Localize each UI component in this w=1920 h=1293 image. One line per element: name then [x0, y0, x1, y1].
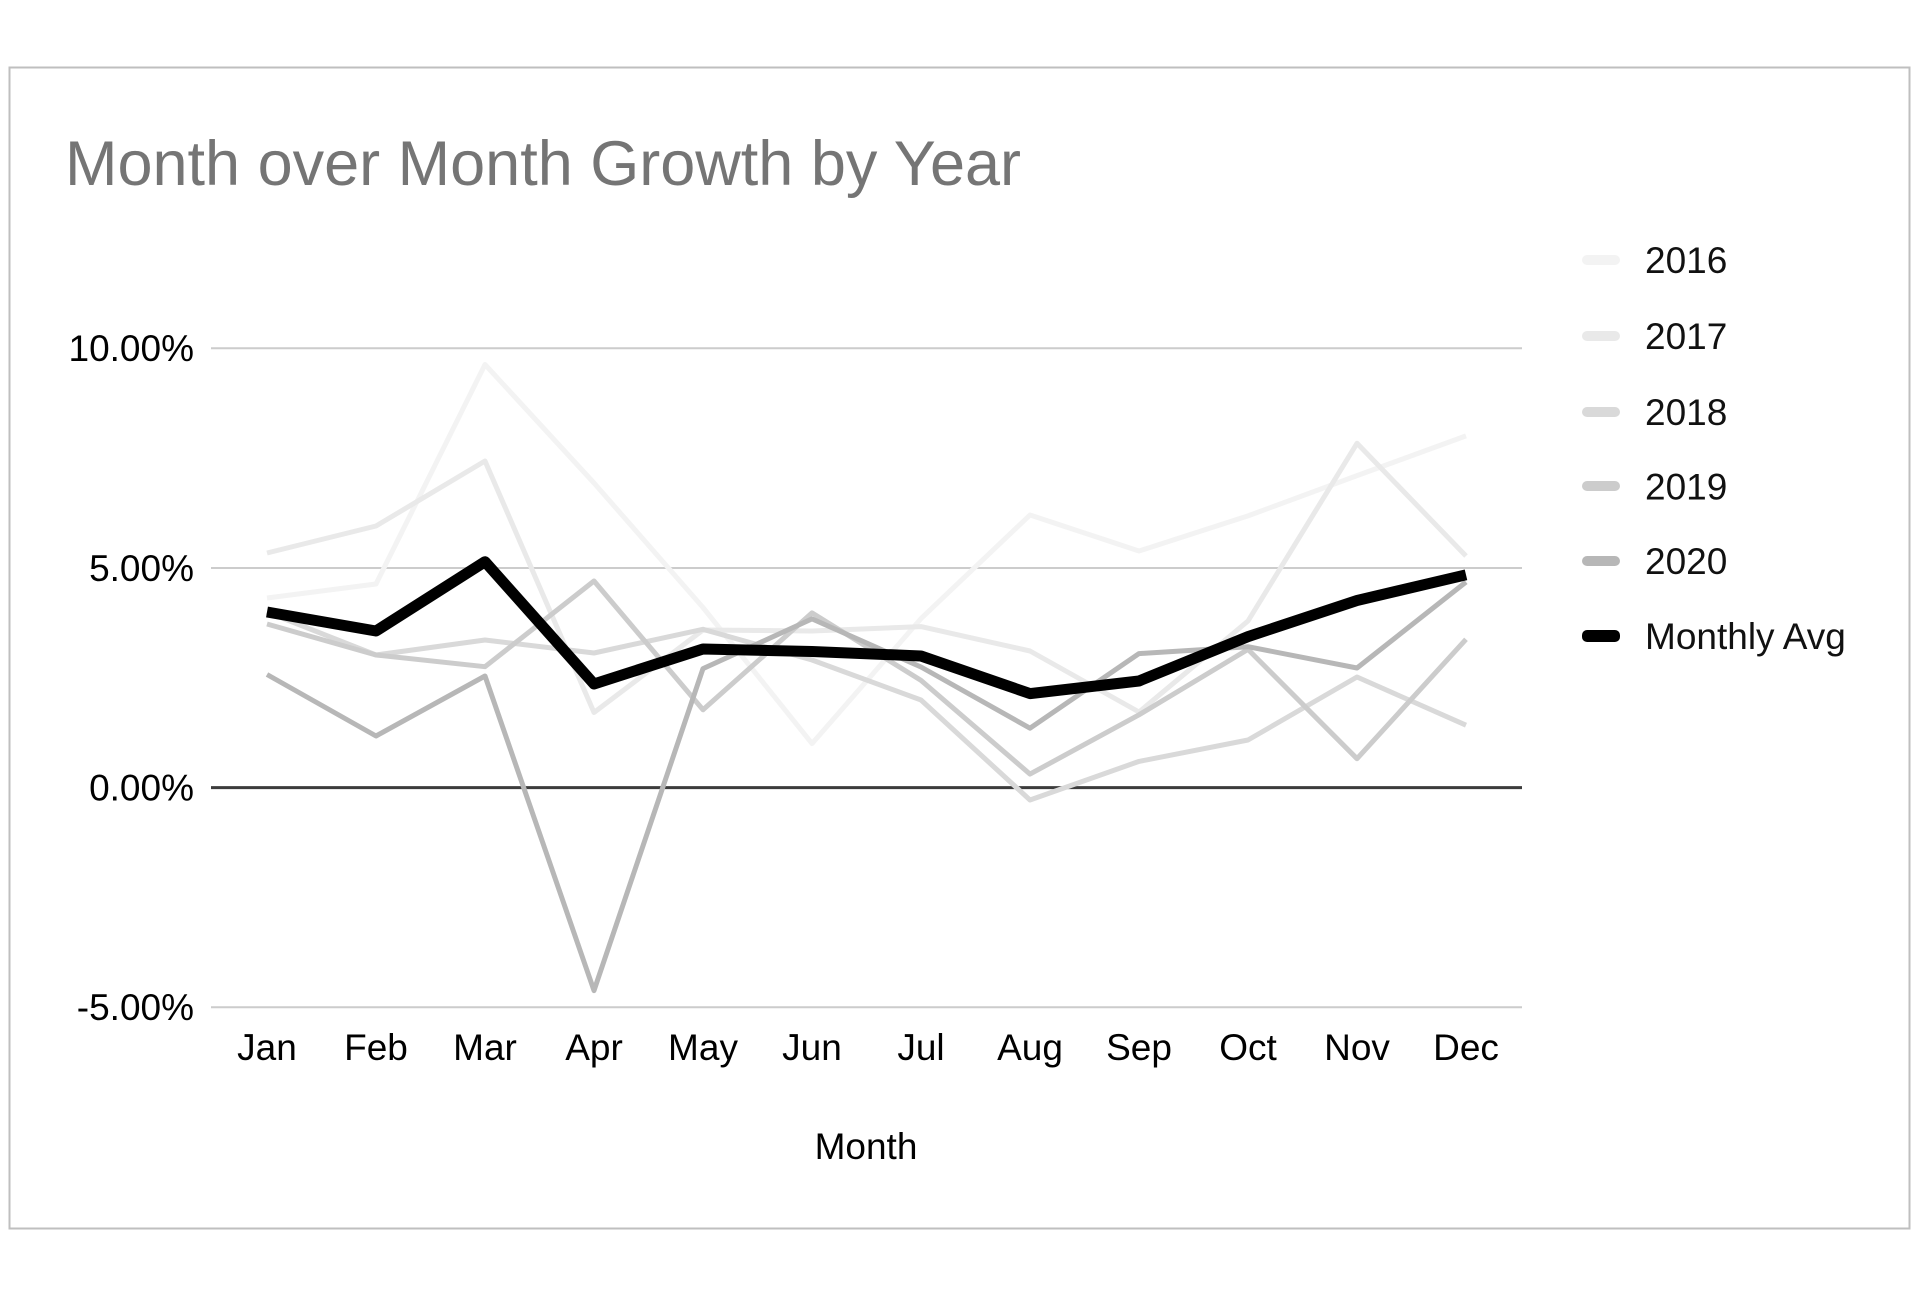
svg-text:2020: 2020: [1645, 541, 1727, 582]
svg-text:-5.00%: -5.00%: [77, 987, 194, 1028]
svg-text:Jan: Jan: [237, 1027, 297, 1068]
svg-text:Sep: Sep: [1106, 1027, 1172, 1068]
svg-text:Jun: Jun: [782, 1027, 842, 1068]
svg-text:2016: 2016: [1645, 240, 1727, 281]
svg-text:Mar: Mar: [453, 1027, 517, 1068]
svg-text:10.00%: 10.00%: [69, 328, 195, 369]
svg-text:5.00%: 5.00%: [89, 548, 194, 589]
svg-text:Month: Month: [815, 1126, 918, 1167]
svg-text:Monthly Avg: Monthly Avg: [1645, 616, 1846, 657]
svg-text:0.00%: 0.00%: [89, 768, 194, 809]
svg-text:Apr: Apr: [565, 1027, 623, 1068]
svg-text:Aug: Aug: [997, 1027, 1063, 1068]
svg-text:Oct: Oct: [1219, 1027, 1277, 1068]
svg-text:2018: 2018: [1645, 392, 1727, 433]
svg-text:Feb: Feb: [344, 1027, 408, 1068]
svg-text:Month over Month Growth by Yea: Month over Month Growth by Year: [65, 129, 1021, 199]
svg-text:Dec: Dec: [1433, 1027, 1499, 1068]
svg-text:Jul: Jul: [897, 1027, 944, 1068]
svg-text:May: May: [668, 1027, 738, 1068]
svg-text:2019: 2019: [1645, 467, 1727, 508]
svg-text:2017: 2017: [1645, 316, 1727, 357]
svg-text:Nov: Nov: [1324, 1027, 1390, 1068]
